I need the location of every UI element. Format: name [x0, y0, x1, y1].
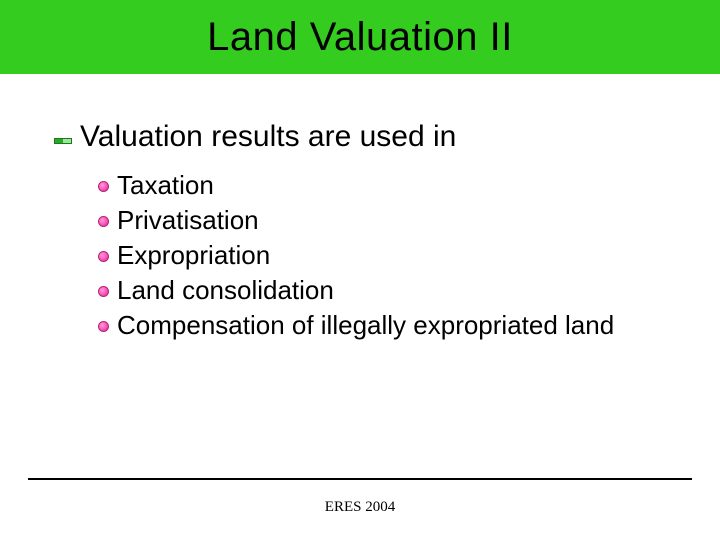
list-item: Compensation of illegally expropriated l…	[98, 310, 680, 341]
list-item: Taxation	[98, 170, 680, 201]
title-header-band: Land Valuation II	[0, 0, 720, 74]
dot-bullet-icon	[98, 181, 109, 192]
list-item: Expropriation	[98, 240, 680, 271]
dot-bullet-icon	[98, 216, 109, 227]
level1-text: Valuation results are used in	[80, 120, 456, 154]
dot-bullet-icon	[98, 286, 109, 297]
list-item: Privatisation	[98, 205, 680, 236]
footer-divider	[28, 478, 692, 480]
list-item: Land consolidation	[98, 275, 680, 306]
bullet-level1: Valuation results are used in	[54, 120, 680, 154]
dot-bullet-icon	[98, 251, 109, 262]
footer-text: ERES 2004	[0, 499, 720, 516]
dot-bullet-icon	[98, 321, 109, 332]
bullet-level2-list: Taxation Privatisation Expropriation Lan…	[54, 170, 680, 341]
slide-title: Land Valuation II	[207, 15, 513, 60]
level2-text: Land consolidation	[117, 275, 334, 306]
slide-content: Valuation results are used in Taxation P…	[0, 74, 720, 341]
dash-bullet-icon	[54, 138, 72, 144]
level2-text: Compensation of illegally expropriated l…	[117, 310, 614, 341]
level2-text: Expropriation	[117, 240, 270, 271]
level2-text: Taxation	[117, 170, 214, 201]
level2-text: Privatisation	[117, 205, 259, 236]
